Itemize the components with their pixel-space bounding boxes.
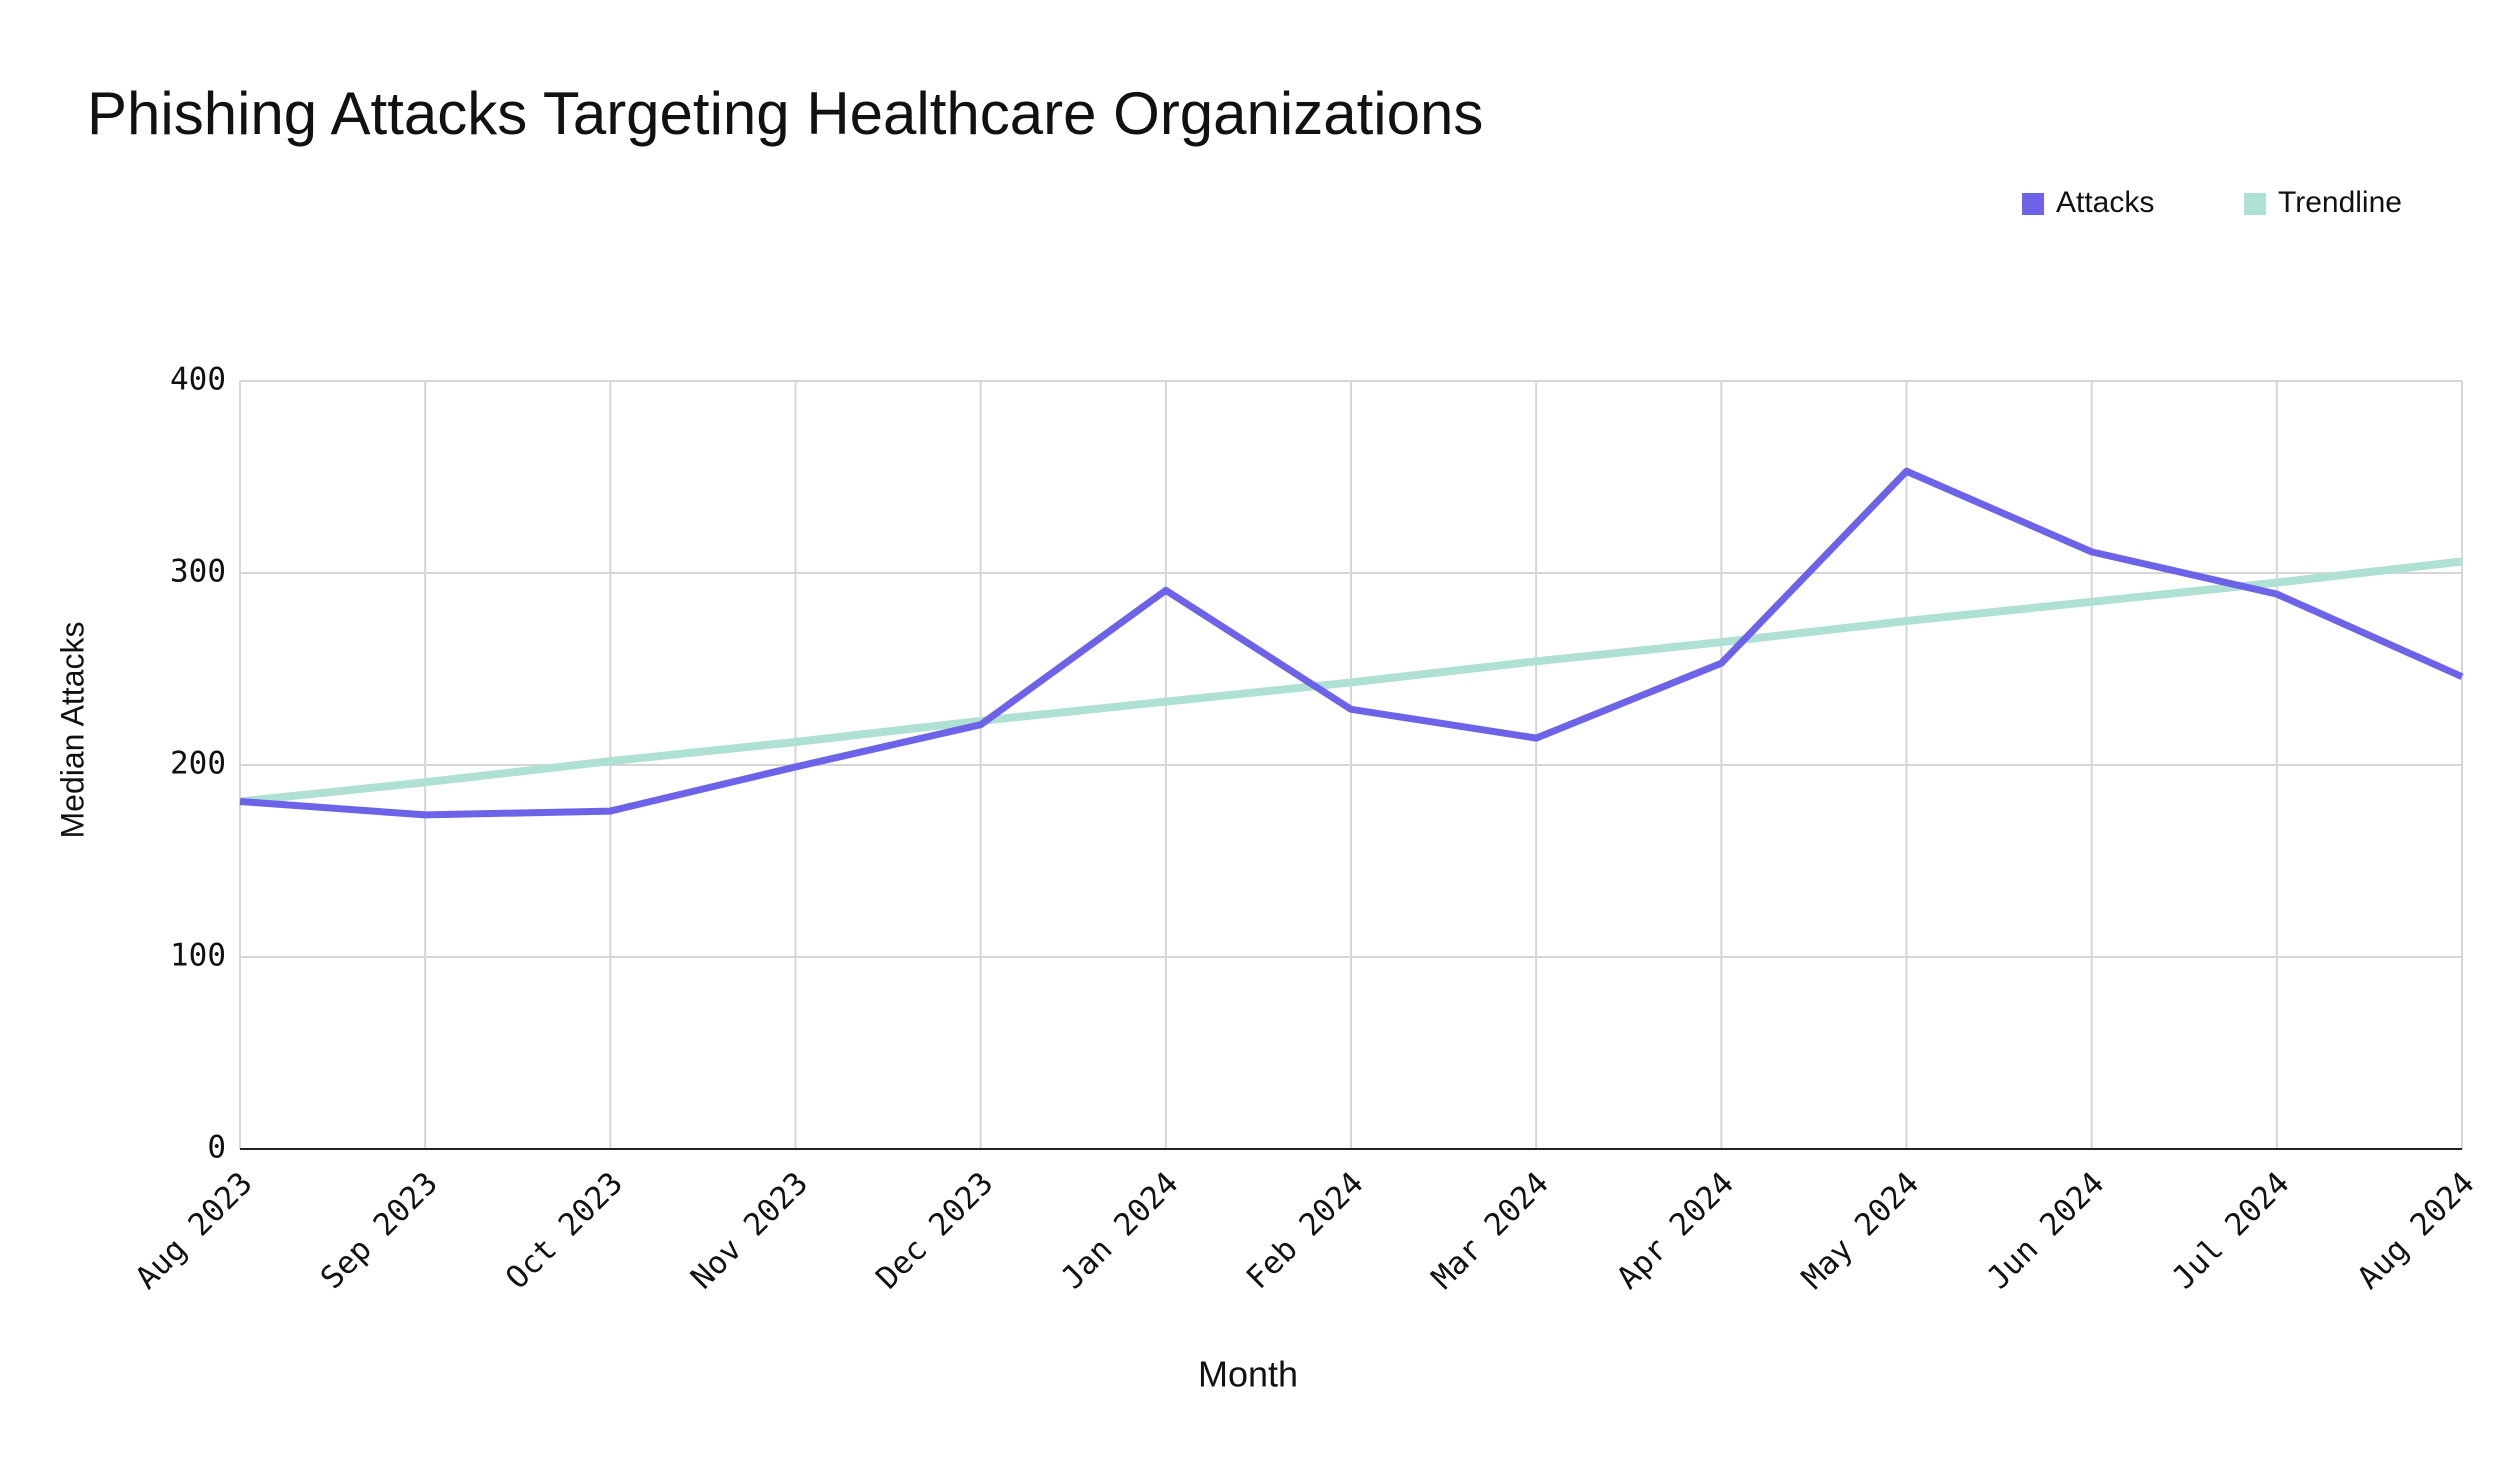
chart-title: Phishing Attacks Targeting Healthcare Or…	[87, 80, 1483, 147]
x-tick-label: Jul 2024	[2165, 1165, 2296, 1296]
x-tick-label: Sep 2023	[314, 1165, 445, 1296]
legend-label: Attacks	[2056, 186, 2154, 219]
x-tick-label: Apr 2024	[1610, 1165, 1741, 1296]
x-tick-label: Mar 2024	[1425, 1165, 1556, 1296]
y-axis-label: Median Attacks	[54, 622, 90, 839]
series-line	[239, 467, 2464, 819]
legend-swatch	[2022, 193, 2044, 215]
series-line	[239, 557, 2463, 806]
y-tick-label: 300	[170, 554, 226, 590]
legend-label: Trendline	[2278, 186, 2402, 219]
y-tick-label: 200	[170, 746, 226, 782]
x-tick-label: May 2024	[1795, 1165, 1926, 1296]
x-tick-label: Oct 2023	[499, 1165, 630, 1296]
x-tick-label: Jun 2024	[1980, 1165, 2111, 1296]
x-tick-label: Feb 2024	[1240, 1165, 1371, 1296]
y-tick-label: 0	[207, 1130, 226, 1166]
x-tick-label: Dec 2023	[869, 1165, 1000, 1296]
x-tick-label: Aug 2023	[129, 1165, 260, 1296]
x-tick-label: Jan 2024	[1054, 1165, 1185, 1296]
y-tick-label: 400	[170, 362, 226, 398]
x-axis-label: Month	[1198, 1354, 1298, 1395]
legend-swatch	[2244, 193, 2266, 215]
x-tick-label: Nov 2023	[684, 1165, 815, 1296]
x-tick-label: Aug 2024	[2351, 1165, 2482, 1296]
y-tick-label: 100	[170, 938, 226, 974]
